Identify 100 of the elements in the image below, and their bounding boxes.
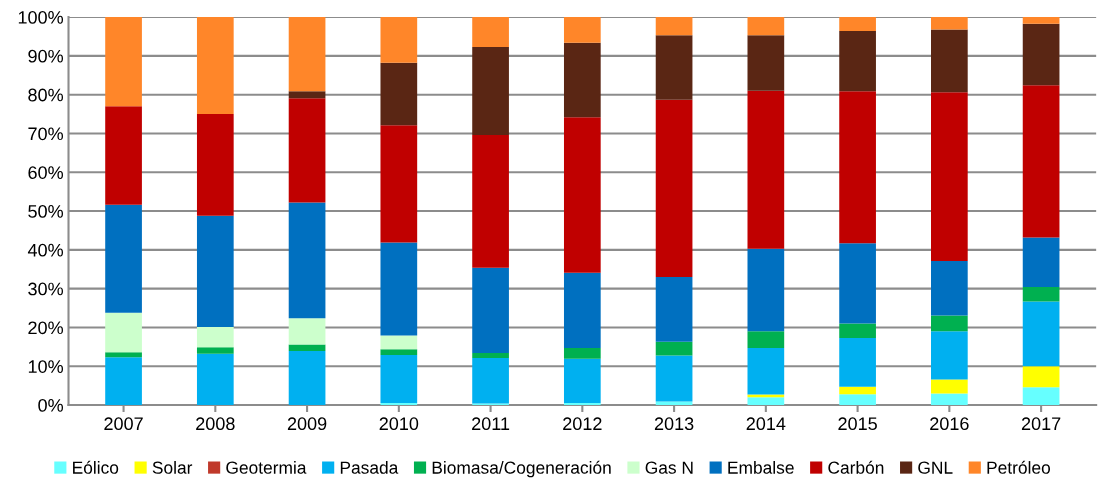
bar <box>931 379 968 394</box>
bar <box>839 394 876 406</box>
bar <box>380 354 418 404</box>
legend-label: Solar <box>152 461 193 474</box>
legend-label: Petróleo <box>987 460 1051 474</box>
bar <box>288 91 326 99</box>
bar <box>747 90 785 249</box>
bar <box>1022 23 1060 86</box>
bar <box>105 17 142 107</box>
x-tick-label: 2016 <box>930 417 969 431</box>
y-tick-label: 40% <box>27 243 64 257</box>
y-tick-label: 50% <box>28 204 64 218</box>
bar <box>563 117 601 273</box>
x-tick-label: 2017 <box>1021 417 1061 431</box>
bar <box>380 17 418 63</box>
bar <box>288 17 326 92</box>
x-tick-label: 2011 <box>472 417 510 431</box>
bar <box>563 272 601 349</box>
bar <box>196 114 234 216</box>
bar <box>1022 387 1060 406</box>
bar <box>931 331 968 380</box>
y-tick-label: 100% <box>18 11 64 24</box>
bar <box>839 17 876 32</box>
bar <box>931 92 968 262</box>
bar <box>655 17 693 36</box>
bar <box>1022 287 1060 302</box>
bar <box>931 315 968 332</box>
bar <box>196 327 234 348</box>
x-tick-label: 2010 <box>379 417 419 431</box>
bar <box>839 337 876 387</box>
legend-label: Geotermia <box>226 461 307 474</box>
legend-label: Carbón <box>828 460 884 474</box>
bar <box>472 358 509 404</box>
bar <box>380 125 418 243</box>
bar <box>380 349 418 355</box>
bar <box>288 202 326 319</box>
legend-label: Gas N <box>645 461 693 474</box>
bar <box>655 341 693 356</box>
bar <box>931 261 968 316</box>
legend-label: Embalse <box>728 461 794 474</box>
bar <box>563 348 601 359</box>
y-tick-label: 90% <box>28 49 64 63</box>
bar <box>1022 17 1060 24</box>
bar <box>839 243 876 324</box>
bar <box>472 267 509 354</box>
y-tick-label: 70% <box>28 127 64 141</box>
bar <box>105 312 142 353</box>
bar <box>105 106 142 205</box>
bar <box>472 135 509 268</box>
bar <box>747 17 785 36</box>
bar <box>839 323 876 338</box>
bar <box>1022 237 1060 288</box>
bar <box>1022 85 1060 238</box>
bar <box>472 353 509 359</box>
y-tick-label: 30% <box>28 282 64 296</box>
bar <box>747 348 785 395</box>
bar <box>931 17 968 30</box>
bar <box>655 35 693 100</box>
legend-label: Biomasa/Cogeneración <box>432 460 611 478</box>
bar <box>839 31 876 92</box>
bar <box>196 347 234 354</box>
x-tick-label: 2012 <box>563 417 602 431</box>
y-tick-label: 0% <box>38 398 64 412</box>
bar <box>380 335 418 350</box>
bar <box>1022 366 1060 388</box>
bar <box>931 29 968 93</box>
bar <box>563 17 601 43</box>
legend-label: Pasada <box>340 461 399 474</box>
bar <box>747 248 785 332</box>
x-tick-label: 2009 <box>287 417 327 431</box>
bar <box>839 386 876 395</box>
bar <box>747 35 785 91</box>
y-tick-label: 10% <box>28 360 64 373</box>
bar <box>747 397 785 406</box>
x-tick-label: 2013 <box>654 417 694 431</box>
bar <box>931 393 968 406</box>
bar <box>105 357 142 406</box>
bar <box>196 215 234 328</box>
x-tick-label: 2014 <box>746 417 786 431</box>
bar <box>196 353 234 406</box>
legend-label: GNL <box>918 461 953 474</box>
bar <box>563 358 601 404</box>
legend-label: Eólico <box>73 460 119 474</box>
y-tick-label: 20% <box>28 321 64 335</box>
x-tick-label: 2008 <box>196 417 235 431</box>
y-tick-label: 80% <box>28 88 64 102</box>
bar <box>288 351 326 406</box>
bar <box>472 46 509 136</box>
bar <box>839 91 876 244</box>
bar <box>563 42 601 118</box>
bar <box>380 62 418 126</box>
bar <box>380 242 418 336</box>
bar <box>747 331 785 349</box>
x-tick-label: 2007 <box>104 417 143 431</box>
y-tick-label: 60% <box>28 166 64 179</box>
x-tick-label: 2015 <box>838 417 877 431</box>
bar <box>655 277 693 342</box>
bar <box>288 98 326 203</box>
bar <box>655 355 693 402</box>
bar <box>472 17 509 47</box>
